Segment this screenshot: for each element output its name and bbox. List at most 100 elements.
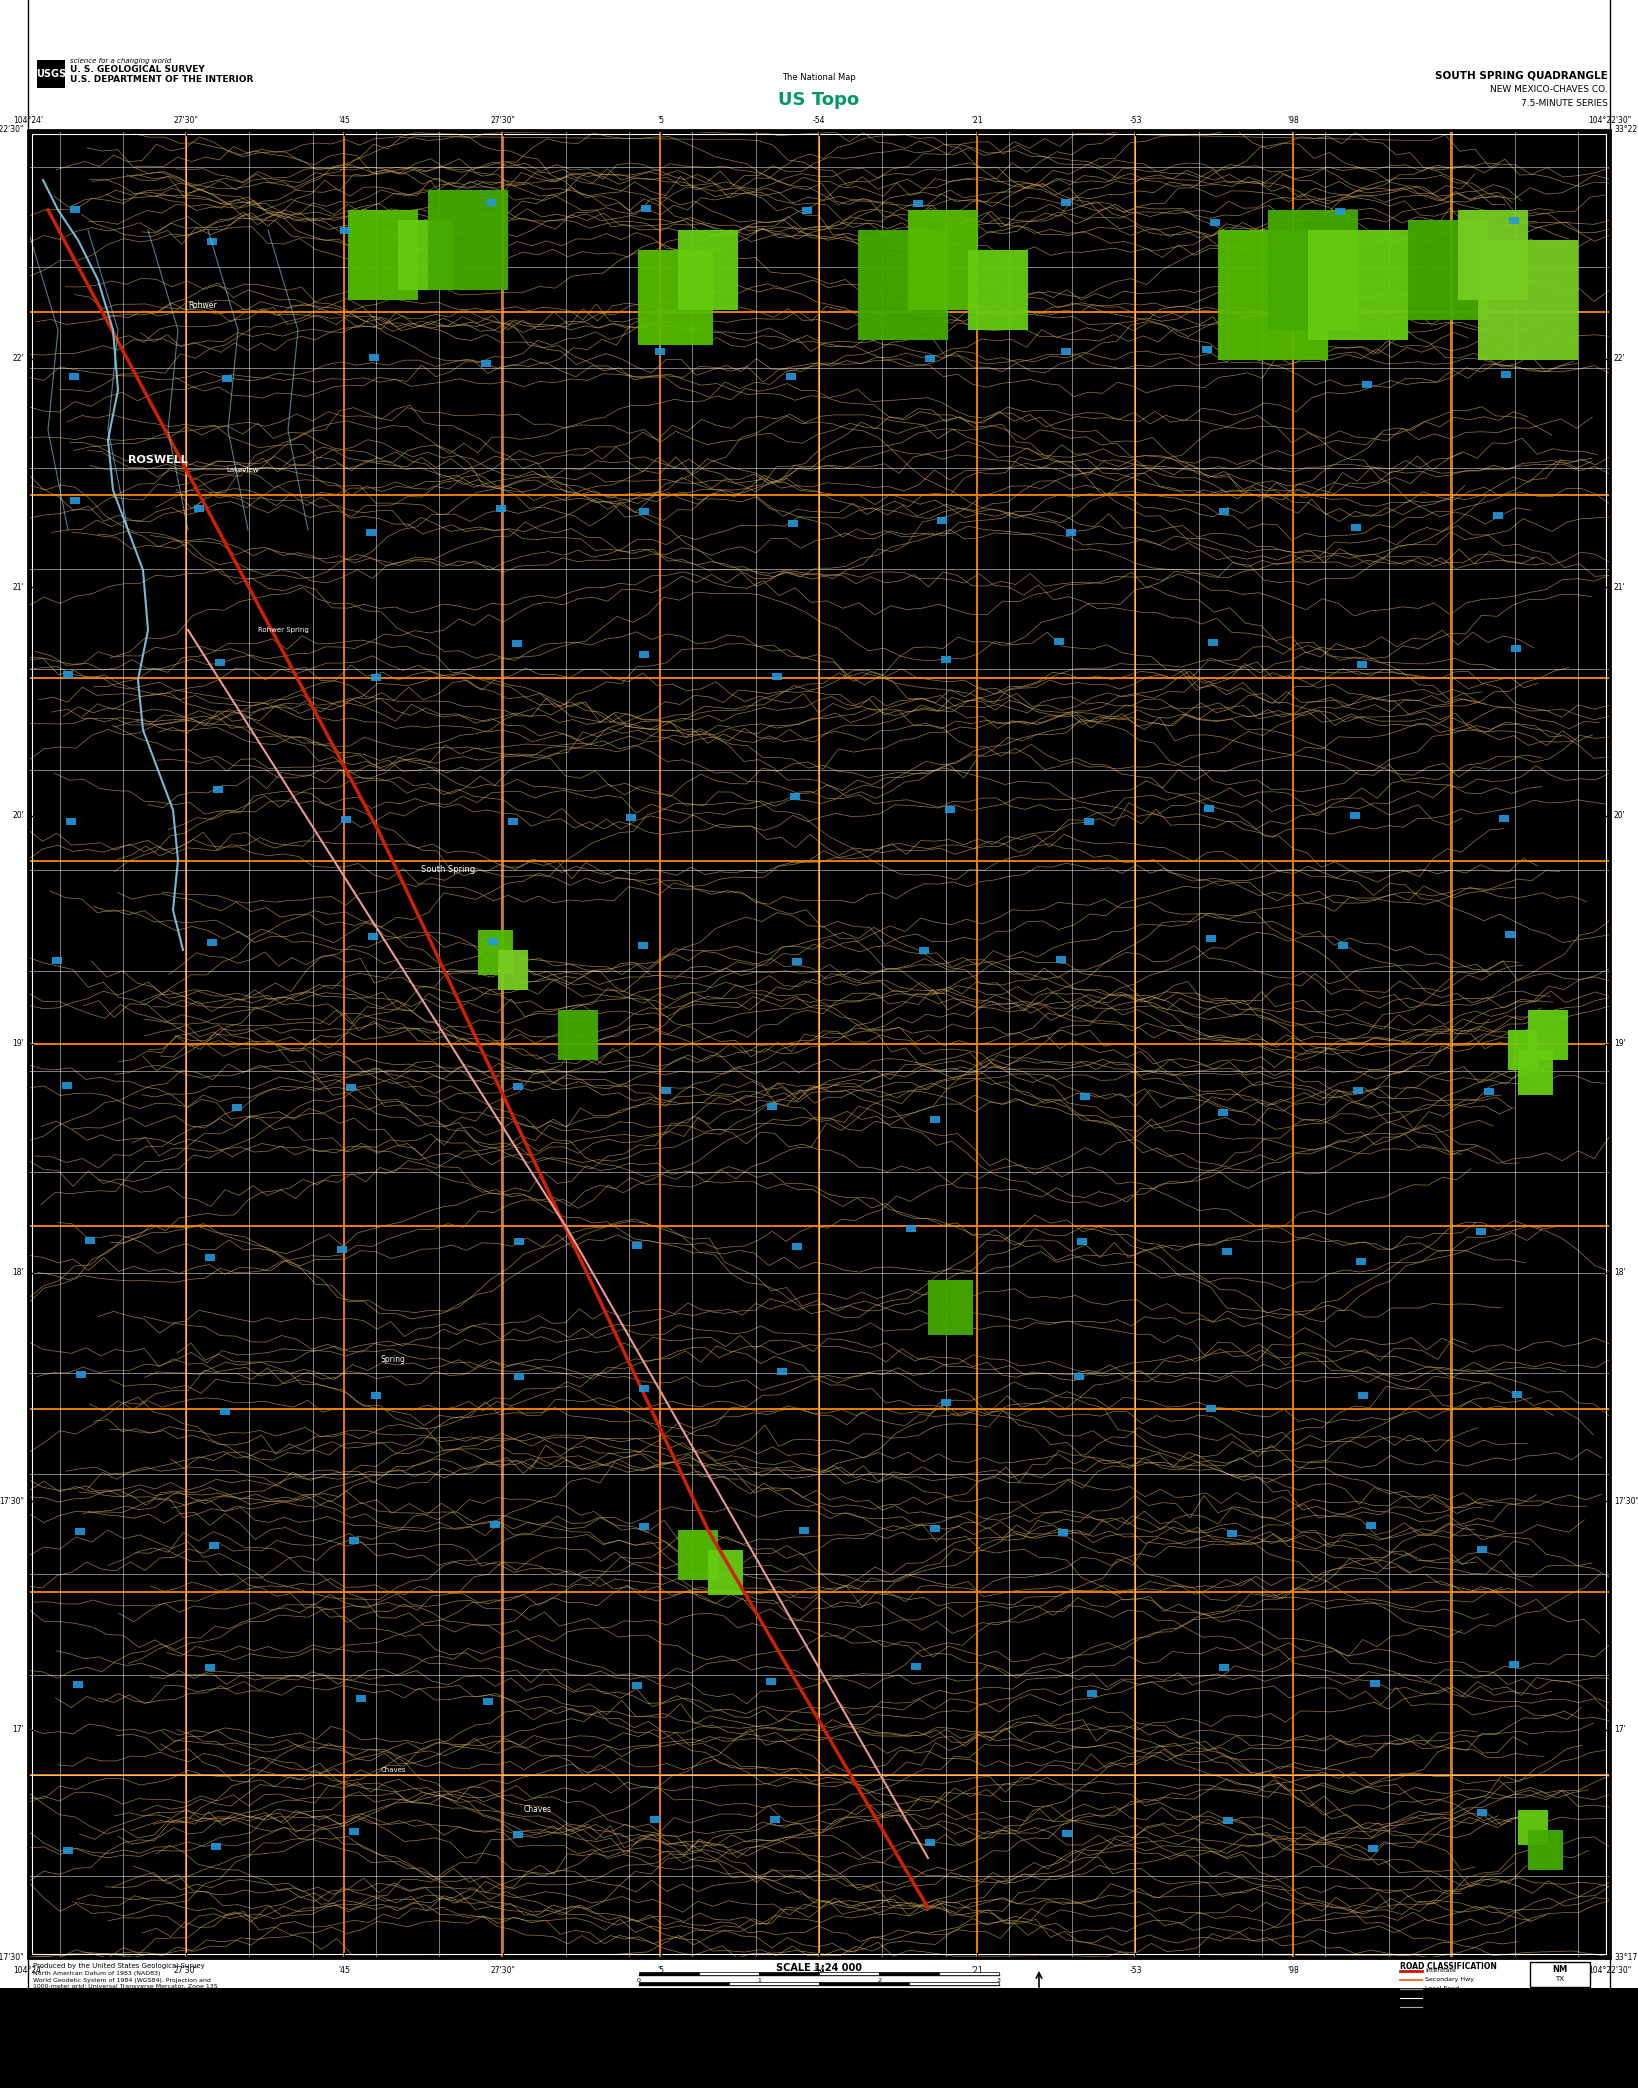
- Bar: [211, 1842, 221, 1850]
- Text: 33°22'30": 33°22'30": [0, 125, 25, 134]
- Bar: [678, 1531, 717, 1581]
- Bar: [355, 1695, 365, 1702]
- Bar: [337, 1247, 347, 1253]
- Text: '21: '21: [971, 1967, 983, 1975]
- Bar: [372, 1393, 382, 1399]
- Text: US Topo: US Topo: [778, 92, 860, 109]
- Text: SOUTH SPRING QUADRANGLE: SOUTH SPRING QUADRANGLE: [1435, 71, 1609, 79]
- Text: 22': 22': [1613, 355, 1625, 363]
- Text: '21: '21: [971, 117, 983, 125]
- Text: World Geodetic System of 1984 (WGS84). Projection and: World Geodetic System of 1984 (WGS84). P…: [33, 1977, 211, 1984]
- Bar: [699, 1971, 758, 1975]
- Text: 20': 20': [11, 810, 25, 821]
- Bar: [632, 1242, 642, 1249]
- Bar: [1063, 1829, 1073, 1837]
- Bar: [1512, 645, 1522, 651]
- Bar: [1053, 637, 1063, 645]
- Bar: [1210, 219, 1220, 226]
- Bar: [1076, 1238, 1088, 1244]
- Bar: [347, 211, 418, 301]
- Text: Interstate: Interstate: [1425, 1969, 1456, 1973]
- Bar: [767, 1679, 776, 1685]
- Bar: [1509, 1029, 1538, 1069]
- Text: Secondary Hwy: Secondary Hwy: [1425, 1977, 1474, 1982]
- Bar: [1268, 211, 1358, 330]
- Text: 21': 21': [13, 583, 25, 591]
- Bar: [626, 814, 636, 821]
- Bar: [1512, 1391, 1522, 1397]
- Bar: [819, 1982, 909, 1986]
- Bar: [790, 793, 799, 800]
- Bar: [758, 1971, 819, 1975]
- Bar: [514, 1374, 524, 1380]
- Bar: [1528, 1011, 1568, 1061]
- Text: Local Road: Local Road: [1425, 1986, 1459, 1992]
- Bar: [369, 933, 378, 940]
- Bar: [1368, 1846, 1378, 1852]
- Text: Lakeview: Lakeview: [226, 468, 259, 474]
- Bar: [1476, 1228, 1486, 1236]
- Bar: [1458, 211, 1528, 301]
- Text: 19': 19': [1613, 1040, 1627, 1048]
- Text: ROAD CLASSIFICATION: ROAD CLASSIFICATION: [1400, 1963, 1497, 1971]
- Bar: [28, 129, 1610, 1959]
- Bar: [1484, 1088, 1494, 1094]
- Bar: [729, 1982, 819, 1986]
- Bar: [482, 359, 491, 367]
- Bar: [1351, 524, 1361, 530]
- Bar: [233, 1105, 242, 1111]
- Bar: [206, 940, 216, 946]
- Bar: [511, 639, 521, 647]
- Text: 20': 20': [1613, 810, 1627, 821]
- Text: '5: '5: [657, 117, 665, 125]
- Bar: [28, 129, 1610, 1959]
- Bar: [69, 372, 79, 380]
- Bar: [906, 1226, 916, 1232]
- Text: '45: '45: [339, 1967, 351, 1975]
- Bar: [496, 505, 506, 512]
- Bar: [349, 1537, 359, 1543]
- Bar: [1409, 219, 1487, 319]
- Text: '98: '98: [1287, 1967, 1299, 1975]
- Text: Spring: Spring: [380, 1355, 406, 1363]
- Bar: [1509, 217, 1518, 223]
- Text: 104°22'30": 104°22'30": [1589, 1967, 1631, 1975]
- Bar: [1075, 1374, 1084, 1380]
- Text: North American Datum of 1983 (NAD83): North American Datum of 1983 (NAD83): [33, 1971, 161, 1975]
- Text: U. S. GEOLOGICAL SURVEY: U. S. GEOLOGICAL SURVEY: [70, 65, 205, 75]
- Bar: [1369, 1679, 1381, 1687]
- Bar: [914, 200, 924, 207]
- Bar: [346, 1084, 355, 1092]
- Bar: [1499, 814, 1509, 823]
- Text: 21': 21': [1613, 583, 1625, 591]
- Bar: [1217, 1109, 1227, 1115]
- Text: Chaves: Chaves: [380, 1766, 406, 1773]
- Text: 2: 2: [876, 1977, 881, 1984]
- Bar: [632, 1683, 642, 1689]
- Bar: [38, 61, 66, 88]
- Bar: [639, 507, 649, 516]
- Bar: [398, 219, 454, 290]
- Text: Paved Road: Paved Road: [1425, 2004, 1461, 2009]
- Bar: [33, 134, 1605, 1954]
- Bar: [1219, 1664, 1228, 1670]
- Text: 4WD/Unimproved: 4WD/Unimproved: [1425, 1996, 1481, 2000]
- Bar: [1061, 347, 1071, 355]
- Bar: [929, 1280, 973, 1334]
- Bar: [771, 674, 781, 681]
- Text: '45: '45: [339, 117, 351, 125]
- Bar: [639, 1524, 649, 1531]
- Text: 19': 19': [11, 1040, 25, 1048]
- Bar: [514, 1238, 524, 1244]
- Bar: [1061, 198, 1071, 207]
- Bar: [858, 230, 948, 340]
- Bar: [1366, 1522, 1376, 1528]
- Text: 33°17'30": 33°17'30": [0, 1954, 25, 1963]
- Bar: [637, 251, 713, 345]
- Bar: [1338, 942, 1348, 950]
- Bar: [939, 1971, 999, 1975]
- Bar: [1492, 512, 1504, 518]
- Bar: [1202, 347, 1212, 353]
- Bar: [1518, 1810, 1548, 1846]
- Bar: [488, 938, 498, 944]
